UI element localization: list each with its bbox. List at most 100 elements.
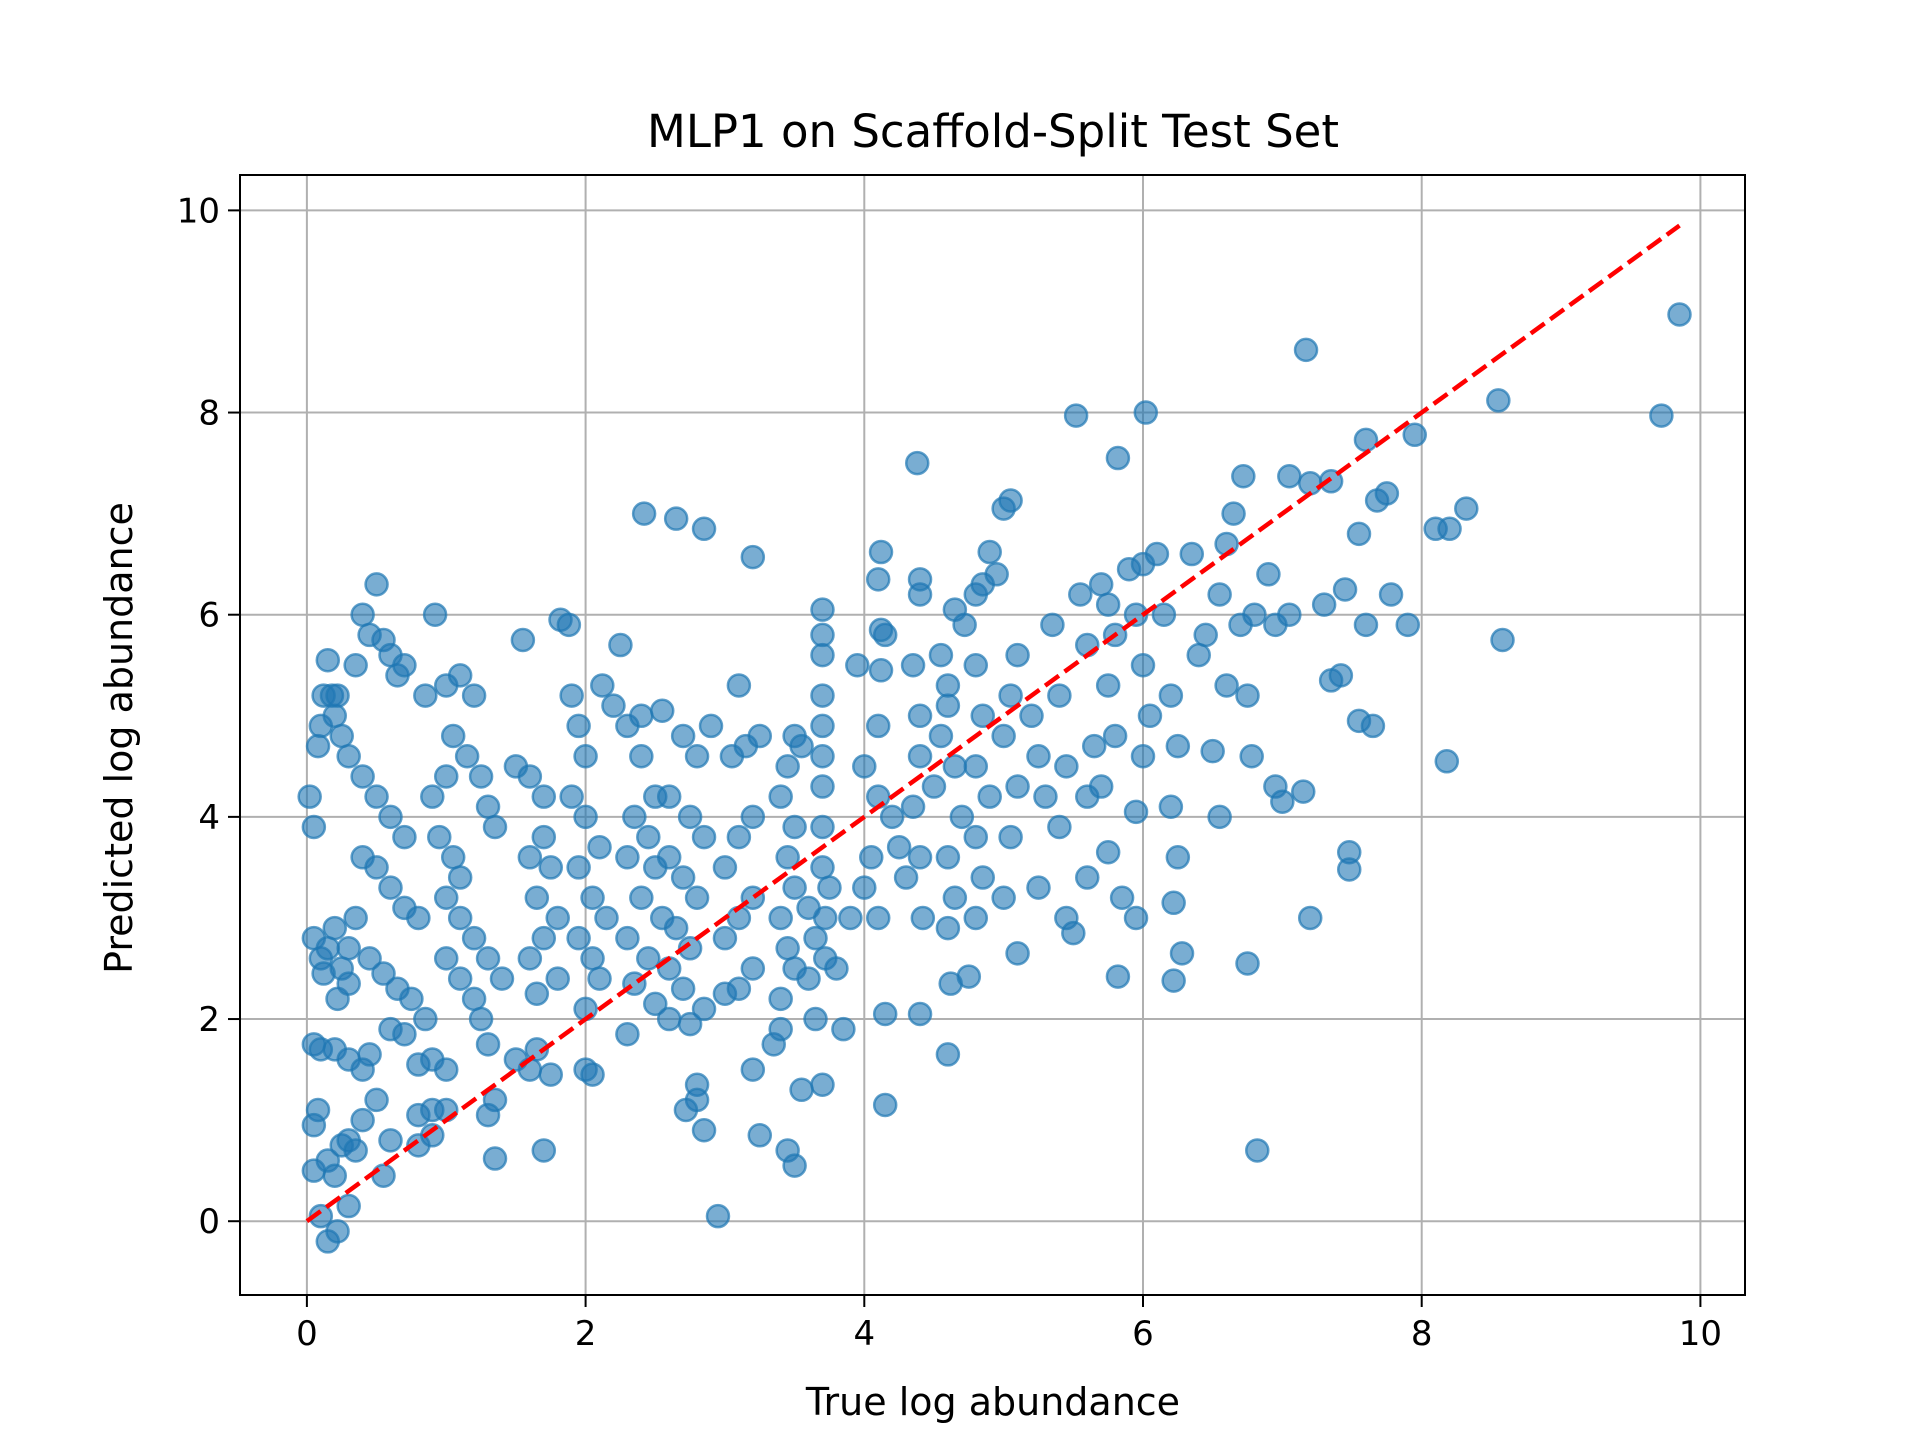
data-point: [1033, 784, 1058, 809]
data-point: [1486, 388, 1511, 413]
data-point: [475, 794, 501, 820]
data-point: [1061, 920, 1086, 946]
data-point: [1437, 516, 1462, 542]
data-point: [1200, 738, 1225, 764]
data-point: [538, 1062, 564, 1087]
data-point: [420, 784, 445, 809]
data-point: [371, 961, 396, 986]
data-point: [573, 743, 598, 769]
data-point: [782, 1153, 807, 1178]
data-point: [984, 562, 1009, 587]
data-point: [691, 516, 717, 542]
data-point: [524, 981, 550, 1007]
data-point: [872, 1092, 898, 1118]
data-point: [1130, 743, 1156, 769]
data-point: [684, 743, 710, 769]
data-point: [301, 1112, 327, 1138]
data-point: [726, 824, 752, 850]
data-point: [392, 653, 417, 678]
data-point: [810, 642, 835, 668]
data-point: [963, 905, 989, 931]
data-point: [378, 875, 403, 900]
data-point: [517, 845, 543, 870]
data-point: [810, 597, 835, 622]
data-point: [1235, 951, 1260, 976]
data-point: [1434, 749, 1460, 774]
data-point: [524, 885, 550, 910]
data-point: [1144, 541, 1170, 567]
data-point: [935, 673, 961, 698]
data-point: [740, 1057, 766, 1082]
data-point: [1454, 496, 1479, 521]
data-points: [297, 302, 1692, 1254]
data-point: [649, 698, 675, 723]
data-point: [440, 845, 466, 870]
data-point: [670, 865, 696, 890]
data-point: [740, 544, 766, 570]
data-point: [845, 653, 870, 678]
x-axis-ticks: 0 2 4 6 8 10: [296, 1295, 1722, 1354]
data-point: [768, 986, 793, 1012]
data-point: [350, 602, 375, 627]
data-point: [900, 794, 926, 820]
data-point: [580, 1062, 605, 1087]
data-point: [1374, 481, 1400, 506]
data-point: [1270, 789, 1295, 814]
data-point: [531, 824, 557, 850]
data-point: [921, 774, 947, 799]
grid-lines: [240, 175, 1745, 1295]
data-point: [810, 683, 835, 708]
data-point: [531, 1138, 557, 1163]
data-point: [768, 784, 793, 809]
data-point: [1221, 501, 1246, 526]
data-point: [865, 567, 891, 592]
data-point: [503, 754, 529, 779]
data-point: [712, 925, 738, 951]
data-point: [1026, 875, 1051, 900]
x-tick-label: 0: [296, 1314, 318, 1354]
data-point: [1095, 673, 1121, 698]
data-point: [1332, 577, 1358, 602]
data-point: [545, 966, 570, 991]
y-tick-label: 4: [198, 798, 220, 838]
data-point: [1158, 683, 1184, 708]
data-point: [1291, 779, 1316, 804]
data-point: [1095, 592, 1121, 617]
data-point: [1402, 422, 1427, 448]
data-point: [740, 956, 766, 981]
data-point: [1137, 703, 1163, 729]
data-point: [1360, 713, 1386, 739]
data-point: [325, 1219, 350, 1244]
data-point: [1256, 562, 1281, 587]
data-point: [343, 653, 368, 678]
data-point: [615, 845, 640, 870]
data-point: [942, 754, 968, 779]
data-point: [433, 1057, 459, 1082]
data-point: [297, 784, 322, 809]
data-point: [705, 1203, 731, 1229]
data-point: [1242, 602, 1267, 627]
data-point: [447, 966, 473, 991]
data-point: [691, 824, 717, 850]
data-point: [433, 885, 459, 910]
data-point: [1102, 723, 1128, 749]
data-point: [1395, 612, 1421, 638]
data-point: [868, 539, 894, 565]
data-point: [392, 1021, 417, 1047]
data-point: [489, 966, 515, 991]
data-point: [399, 986, 424, 1012]
data-point: [608, 632, 633, 658]
data-point: [886, 834, 912, 860]
data-point: [677, 936, 703, 961]
data-point: [1378, 582, 1404, 607]
data-point: [475, 1102, 501, 1128]
data-point: [868, 617, 894, 643]
data-point: [517, 946, 543, 971]
data-point: [775, 845, 800, 870]
data-point: [531, 784, 557, 809]
data-point: [775, 754, 800, 779]
data-point: [810, 743, 835, 769]
x-tick-label: 8: [1411, 1314, 1433, 1354]
data-point: [893, 865, 919, 890]
data-point: [301, 814, 327, 840]
